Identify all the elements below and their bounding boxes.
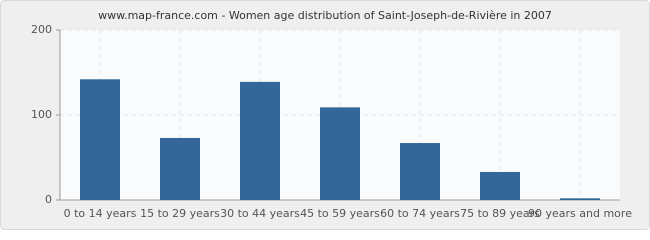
chart: www.map-france.com - Women age distribut… — [0, 0, 650, 230]
page: www.map-france.com - Women age distribut… — [0, 0, 650, 230]
y-tick-label: 100 — [31, 108, 52, 121]
x-tick-label: 0 to 14 years — [64, 207, 137, 220]
bar — [160, 137, 200, 200]
y-tick-label: 0 — [45, 193, 52, 206]
bar — [400, 143, 440, 200]
chart-title: www.map-france.com - Women age distribut… — [98, 9, 552, 22]
y-tick-label: 200 — [31, 23, 52, 36]
bar — [240, 81, 280, 200]
x-tick-label: 30 to 44 years — [220, 207, 300, 220]
bar — [320, 107, 360, 200]
x-tick-label: 60 to 74 years — [380, 207, 460, 220]
x-tick-label: 15 to 29 years — [140, 207, 220, 220]
x-tick-label: 90 years and more — [528, 207, 632, 220]
bar — [480, 171, 520, 200]
x-tick-label: 45 to 59 years — [300, 207, 380, 220]
bar — [80, 79, 120, 200]
bar — [560, 198, 600, 200]
x-tick-label: 75 to 89 years — [460, 207, 540, 220]
